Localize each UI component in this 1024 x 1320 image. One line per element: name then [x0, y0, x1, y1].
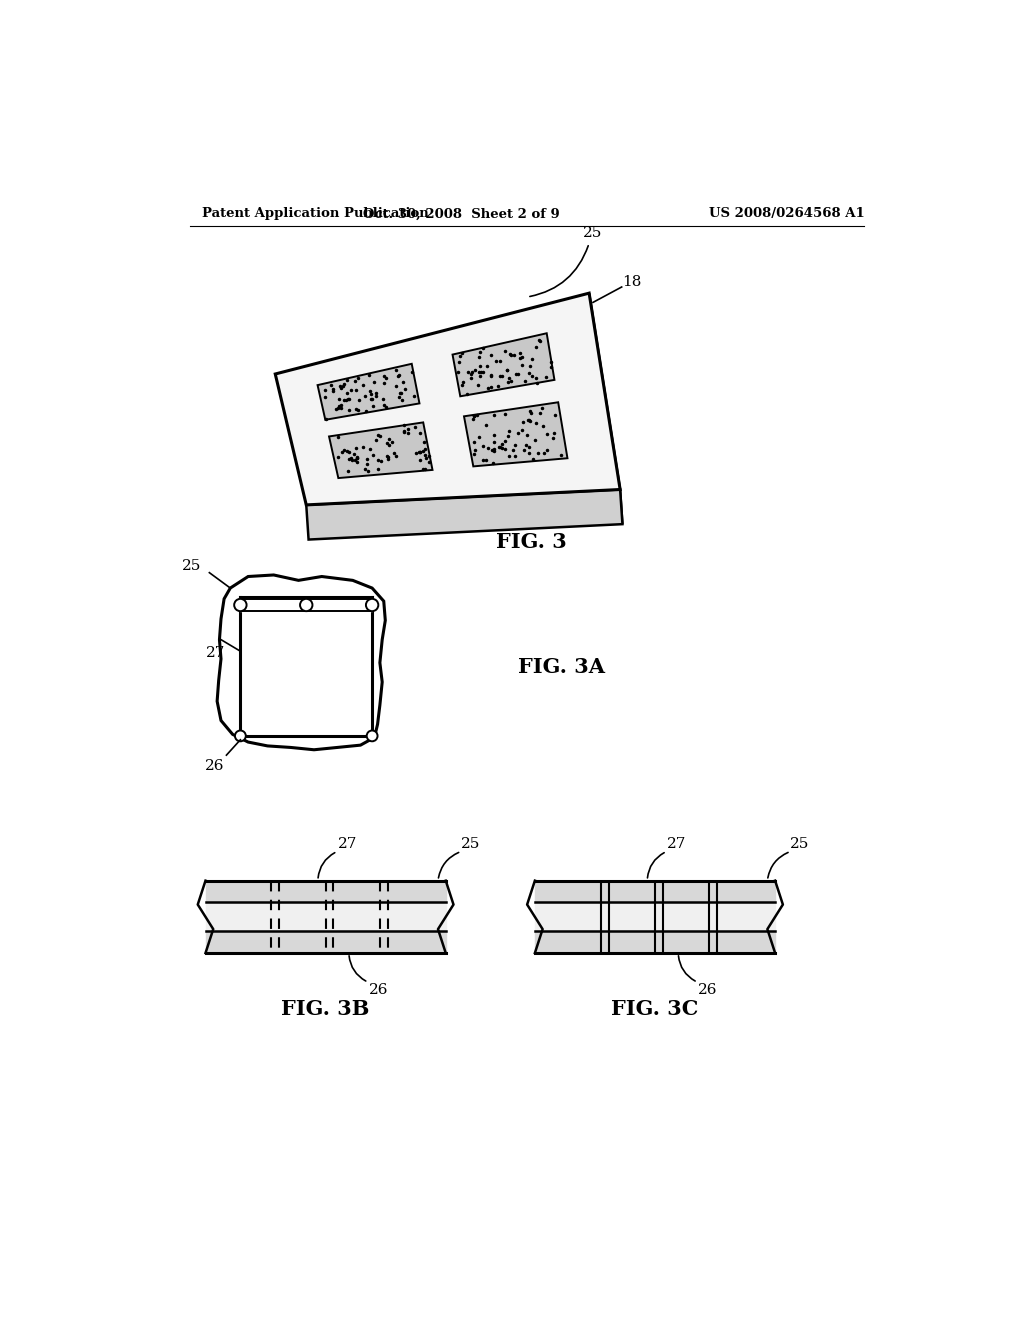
Text: FIG. 3: FIG. 3	[496, 532, 566, 552]
Text: FIG. 3C: FIG. 3C	[611, 999, 698, 1019]
Polygon shape	[206, 903, 445, 932]
Text: FIG. 3B: FIG. 3B	[282, 999, 370, 1019]
Circle shape	[234, 599, 247, 611]
Circle shape	[367, 730, 378, 742]
Polygon shape	[464, 403, 567, 466]
Text: 27: 27	[667, 837, 686, 850]
Text: 26: 26	[698, 983, 718, 997]
Circle shape	[366, 599, 378, 611]
Polygon shape	[535, 880, 775, 903]
Text: Patent Application Publication: Patent Application Publication	[202, 207, 428, 220]
Polygon shape	[206, 932, 445, 953]
Polygon shape	[453, 333, 554, 396]
Text: FIG. 3A: FIG. 3A	[518, 656, 605, 677]
Text: 26: 26	[369, 983, 388, 997]
Text: 27: 27	[206, 645, 225, 660]
Text: 25: 25	[461, 837, 480, 850]
Polygon shape	[275, 293, 621, 506]
Polygon shape	[206, 880, 445, 903]
Polygon shape	[317, 364, 420, 420]
Polygon shape	[241, 599, 372, 611]
Circle shape	[234, 730, 246, 742]
Text: Oct. 30, 2008  Sheet 2 of 9: Oct. 30, 2008 Sheet 2 of 9	[362, 207, 560, 220]
Text: 25: 25	[584, 226, 603, 240]
Polygon shape	[535, 903, 775, 932]
Text: 26: 26	[206, 759, 225, 774]
Circle shape	[300, 599, 312, 611]
Polygon shape	[589, 293, 623, 524]
Text: 25: 25	[791, 837, 810, 850]
Polygon shape	[535, 932, 775, 953]
Text: 27: 27	[338, 837, 357, 850]
Text: 25: 25	[182, 560, 202, 573]
Text: US 2008/0264568 A1: US 2008/0264568 A1	[710, 207, 865, 220]
Polygon shape	[329, 422, 432, 478]
Text: 18: 18	[622, 276, 641, 289]
Polygon shape	[306, 490, 623, 540]
